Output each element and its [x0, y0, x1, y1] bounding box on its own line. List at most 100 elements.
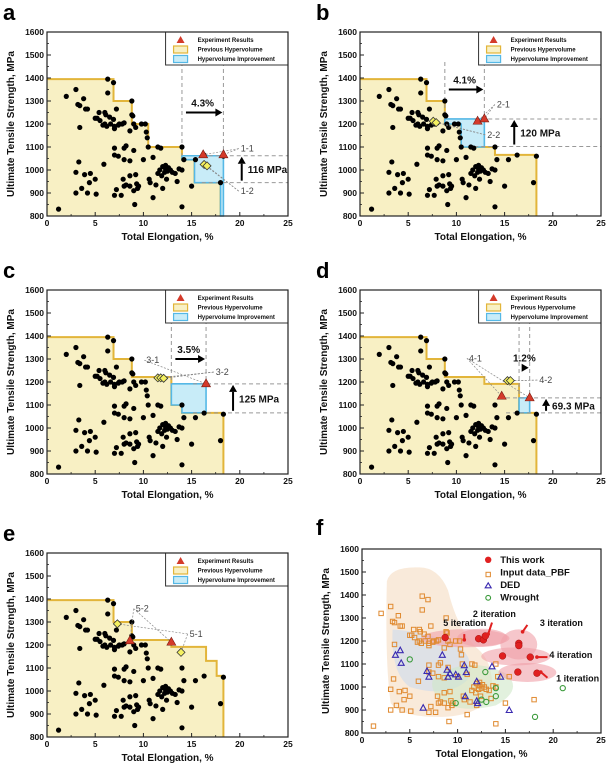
data-point [410, 117, 416, 124]
data-point [138, 379, 145, 385]
data-point [440, 183, 446, 189]
data-point [174, 699, 180, 706]
data-point [456, 129, 462, 135]
data-point [440, 173, 446, 179]
sample-label: 4-1 [469, 353, 482, 363]
x-axis-label: Total Elongation, % [121, 232, 213, 243]
data-point [84, 190, 91, 196]
data-point [84, 711, 91, 717]
pbf-point [447, 688, 453, 695]
pbf-point [407, 693, 413, 699]
data-point [131, 446, 137, 452]
ded-point [446, 669, 454, 677]
pbf-point [446, 718, 452, 725]
pbf-point [426, 709, 432, 715]
legend-triangle-icon [489, 294, 498, 301]
data-point [131, 405, 137, 412]
data-point [123, 401, 129, 407]
data-point [132, 201, 138, 208]
data-point [86, 438, 93, 444]
pbf-point [426, 662, 432, 668]
pbf-point [399, 623, 405, 629]
sample-label: 3-2 [216, 367, 229, 377]
y-tick-label: 1600 [338, 27, 357, 37]
data-point [120, 176, 126, 182]
pbf-point [447, 641, 453, 648]
data-point [108, 642, 114, 648]
arrow-right-icon [476, 85, 484, 94]
data-point [400, 428, 406, 435]
y-tick-label: 1100 [341, 659, 360, 669]
legend-entry: Hypervolume Improvement [198, 315, 275, 321]
data-point [144, 135, 150, 141]
data-point [423, 116, 430, 122]
y-tick-label: 800 [30, 469, 44, 479]
data-point [179, 665, 185, 671]
panel-a: a 4.3% 116 MPa 1-1 1-2 Experiment Results Prev… [3, 0, 293, 243]
data-point [179, 725, 185, 731]
y-axis-label: Ultimate Tensile Strength, MPa [321, 568, 332, 714]
data-point [163, 434, 170, 440]
data-point [77, 382, 83, 389]
ded-point [391, 650, 400, 658]
data-point [121, 157, 127, 163]
data-point [138, 642, 145, 648]
data-point [189, 183, 195, 189]
data-point [397, 448, 404, 454]
data-point [460, 438, 466, 444]
data-point [115, 411, 121, 417]
data-point [409, 109, 415, 116]
data-point [142, 121, 148, 127]
legend-triangle-icon [176, 36, 185, 43]
legend-entry: Hypervolume Improvement [198, 57, 275, 63]
legend-entry: Wrought [500, 592, 540, 603]
data-point [416, 370, 422, 376]
data-point [428, 153, 434, 159]
data-point [143, 129, 149, 135]
ded-point [462, 667, 471, 676]
data-point [158, 666, 164, 672]
pbf-point [437, 660, 444, 666]
data-point [105, 334, 111, 340]
data-point [105, 90, 111, 96]
x-axis-label: Total Elongation, % [121, 490, 213, 501]
y-tick-label: 900 [343, 446, 357, 456]
legend-pareto-swatch [172, 566, 189, 575]
panel-e: e 5-2 5-1 Experiment Results Previous Hyperv… [3, 521, 293, 764]
data-point [105, 611, 111, 617]
data-point [421, 379, 427, 385]
data-point [131, 188, 137, 194]
pbf-point [428, 623, 434, 629]
y-tick-label: 1000 [25, 686, 44, 696]
x-tick-label: 20 [548, 218, 558, 228]
data-point [73, 607, 79, 614]
data-point [472, 431, 478, 437]
data-point [426, 186, 433, 193]
data-point [105, 76, 111, 82]
legend-entry: Previous Hypervolume [198, 569, 264, 575]
data-point [77, 103, 83, 109]
x-tick-label: 0 [45, 218, 50, 228]
pbf-point [464, 711, 470, 718]
data-point [104, 123, 110, 129]
data-point [118, 192, 124, 198]
label-leader-line [436, 122, 486, 136]
data-point [130, 371, 136, 377]
data-point [405, 434, 411, 440]
data-point [217, 701, 224, 707]
data-point [140, 678, 146, 684]
y-tick-label: 1200 [25, 640, 44, 650]
data-point [97, 638, 103, 645]
data-point [417, 381, 423, 387]
data-point [440, 386, 446, 392]
pbf-point [410, 626, 417, 633]
iteration-highlight [481, 647, 551, 666]
data-point [111, 384, 118, 390]
data-point [446, 172, 452, 178]
data-point [530, 180, 537, 186]
y-axis-label: Ultimate Tensile Strength, MPa [6, 572, 17, 718]
data-point [453, 157, 459, 163]
data-point [113, 627, 120, 633]
ded-point [461, 692, 470, 700]
data-point [457, 135, 463, 141]
